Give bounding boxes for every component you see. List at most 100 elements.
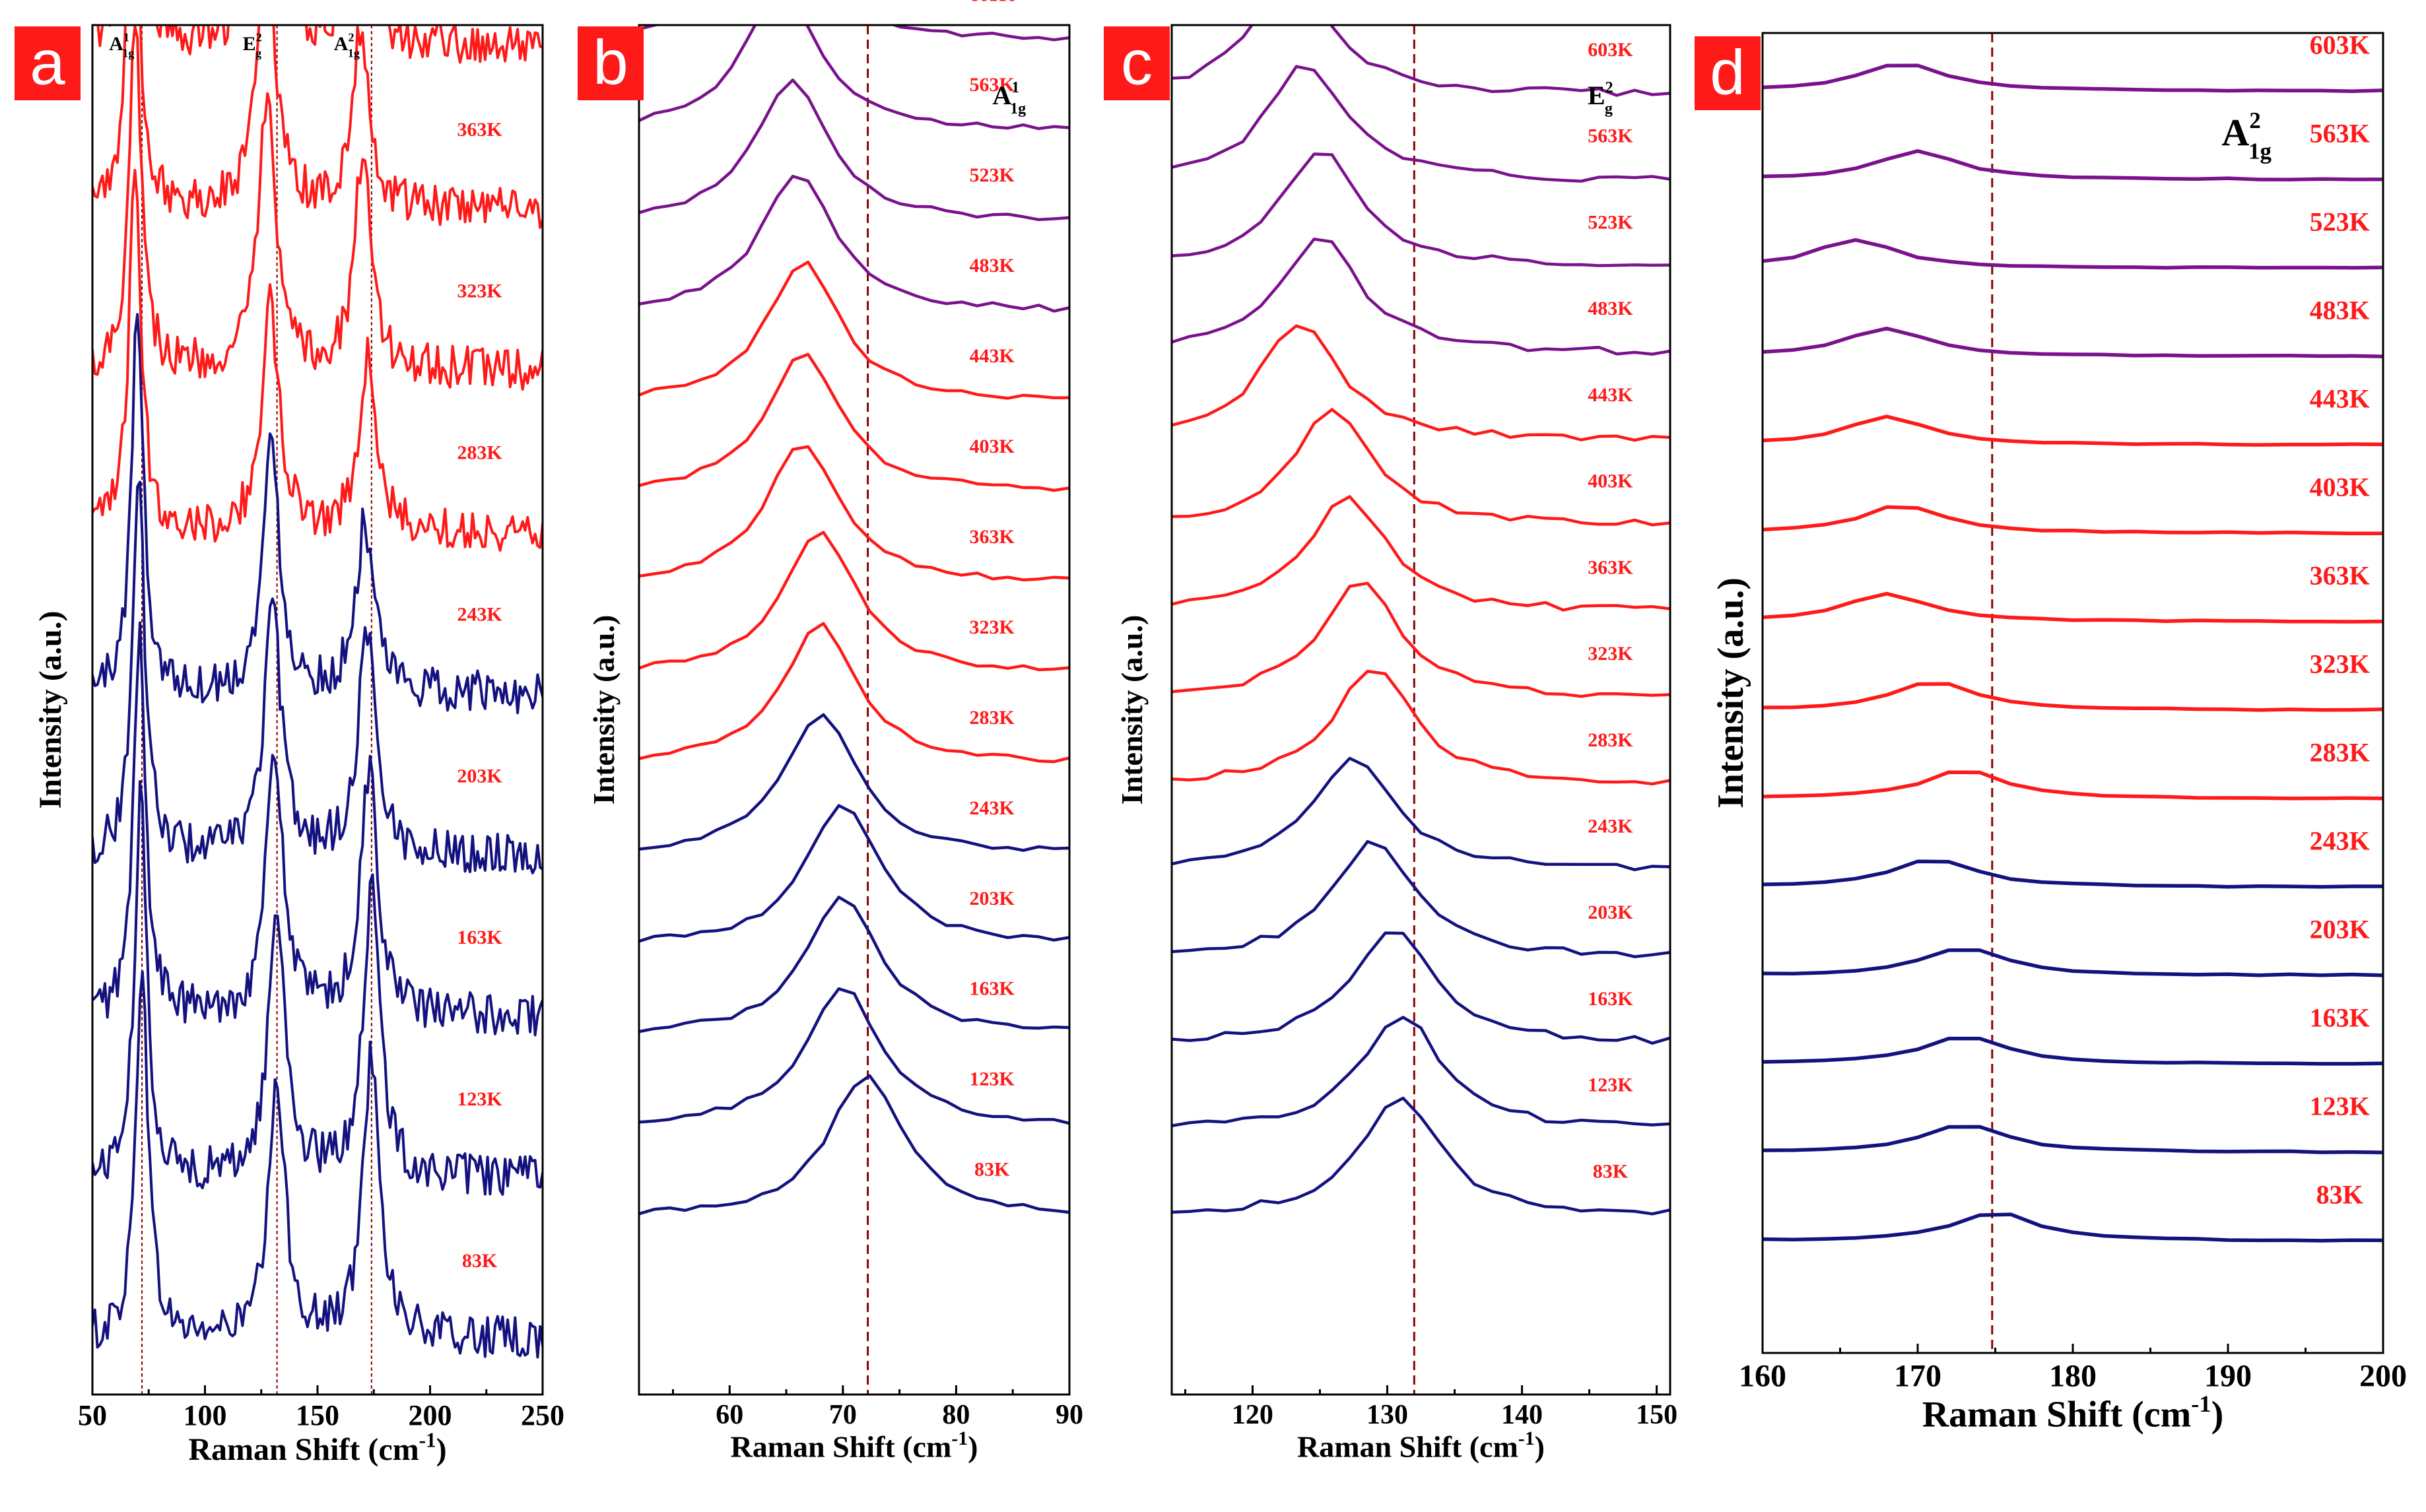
x-tick-label: 190 <box>2204 1358 2252 1393</box>
panel-b: 83K 123K 163K 203K 243K 283K 323K 363K 403K 443K 4… <box>578 0 1083 1464</box>
temperature-label-563K: 563K <box>969 74 1015 96</box>
temperature-label-483K: 483K <box>2310 296 2370 325</box>
temperature-label-163K: 163K <box>2310 1003 2370 1033</box>
spectrum-603K <box>639 25 1069 42</box>
temperature-label-203K: 203K <box>2310 915 2370 944</box>
x-tick-label: 100 <box>184 1399 227 1431</box>
temperature-label-203K: 203K <box>457 765 502 787</box>
panel-a: 83K123K163K203K243K283K323K363K403K443K4… <box>15 24 564 1467</box>
temperature-label-83K: 83K <box>462 1250 498 1272</box>
plot-frame <box>638 24 1071 1396</box>
spectra <box>639 25 1069 1216</box>
y-axis-label: Intensity (a.u.) <box>33 610 68 808</box>
x-tick-label: 70 <box>829 1400 857 1430</box>
spectrum-483K <box>639 174 1069 313</box>
temperature-label-323K: 323K <box>969 616 1015 638</box>
spectrum-603K <box>1763 63 2383 93</box>
spectrum-403K <box>96 25 543 64</box>
temperature-label-203K: 203K <box>1588 902 1633 923</box>
temperature-label-363K: 363K <box>969 526 1015 548</box>
peak-label-2: A2 1g <box>334 31 360 60</box>
x-tick-label: 140 <box>1501 1400 1543 1430</box>
temperature-label-603K: 603K <box>2310 30 2370 60</box>
temperature-label-243K: 243K <box>969 797 1015 819</box>
x-axis-label: Raman Shift (cm-1) <box>1297 1428 1545 1463</box>
spectrum-363K <box>1172 495 1670 612</box>
x-tick-label: 200 <box>409 1399 452 1431</box>
temperature-label-123K: 123K <box>969 1068 1015 1090</box>
plot-frame <box>91 24 544 1396</box>
plot-frame <box>1170 24 1671 1396</box>
x-tick-label: 180 <box>2049 1358 2097 1393</box>
spectrum-203K <box>1172 839 1670 958</box>
spectrum-283K <box>1172 669 1670 786</box>
spectrum-123K <box>1172 1016 1670 1128</box>
spectrum-443K <box>1172 324 1670 442</box>
spectra <box>1763 63 2383 1243</box>
temperature-label-243K: 243K <box>2310 826 2370 856</box>
peak-label-1: E2 g <box>243 31 262 60</box>
temperature-label-523K: 523K <box>2310 207 2370 237</box>
x-tick-label: 200 <box>2359 1358 2407 1393</box>
spectrum-523K <box>1172 152 1670 267</box>
spectrum-563K <box>1172 65 1670 183</box>
temperature-label-603K: 603K <box>969 0 1015 5</box>
temperature-label-443K: 443K <box>1588 384 1633 406</box>
panel-tag-d: d <box>1710 37 1745 108</box>
temperature-label-123K: 123K <box>2310 1092 2370 1121</box>
x-tick-label: 120 <box>1232 1400 1273 1430</box>
x-tick-label: 150 <box>1636 1400 1677 1430</box>
temperature-label-283K: 283K <box>969 707 1015 729</box>
spectra <box>1172 25 1670 1216</box>
temperature-label-163K: 163K <box>969 978 1015 1000</box>
temperature-label-203K: 203K <box>969 888 1015 909</box>
spectrum-443K <box>1763 414 2383 447</box>
spectrum-363K <box>1763 591 2383 624</box>
temperature-label-563K: 563K <box>2310 119 2370 148</box>
x-axis-label: Raman Shift (cm-1) <box>188 1429 446 1467</box>
temperature-label-523K: 523K <box>1588 211 1633 233</box>
spectrum-283K <box>92 168 543 552</box>
spectrum-203K <box>92 480 543 874</box>
peak-label-0: E2 g <box>1588 79 1613 117</box>
panel-tag-a: a <box>30 27 65 98</box>
x-tick-label: 60 <box>716 1400 743 1430</box>
temperature-label-483K: 483K <box>969 255 1015 277</box>
temperature-label-363K: 363K <box>2310 561 2370 591</box>
y-axis-label: Intensity (a.u.) <box>587 615 621 805</box>
x-tick-label: 170 <box>1894 1358 1941 1393</box>
temperature-label-403K: 403K <box>1588 471 1633 492</box>
temperature-label-243K: 243K <box>457 603 502 625</box>
spectrum-123K <box>1763 1125 2383 1154</box>
temperature-label-363K: 363K <box>1588 556 1633 578</box>
spectrum-203K <box>1763 948 2383 977</box>
x-tick-label: 250 <box>521 1399 564 1431</box>
peak-label-0: A2 1g <box>2221 108 2272 164</box>
temperature-label-603K: 603K <box>1588 39 1633 61</box>
x-axis-label: Raman Shift (cm-1) <box>731 1428 978 1463</box>
temperature-label-83K: 83K <box>974 1159 1010 1181</box>
spectrum-563K <box>1763 149 2383 181</box>
spectrum-163K <box>92 621 543 1037</box>
spectrum-323K <box>92 25 543 391</box>
temperature-label-523K: 523K <box>969 164 1015 186</box>
spectrum-243K <box>92 313 543 715</box>
y-axis-label: Intensity (a.u.) <box>1115 615 1149 805</box>
panel-d: 83K 123K 163K 203K 243K 283K 323K 363K 403K 443K 4… <box>1695 30 2407 1435</box>
x-axis-label: Raman Shift (cm-1) <box>1922 1391 2224 1435</box>
spectrum-203K <box>639 804 1069 943</box>
temperature-label-163K: 163K <box>1588 988 1633 1010</box>
spectrum-563K <box>639 25 1069 131</box>
spectrum-163K <box>1172 931 1670 1045</box>
x-tick-label: 160 <box>1739 1358 1786 1393</box>
temperature-label-283K: 283K <box>1588 729 1633 751</box>
spectrum-83K <box>639 1074 1069 1216</box>
spectrum-363K <box>639 445 1069 581</box>
spectrum-323K <box>1763 682 2383 712</box>
temperature-label-243K: 243K <box>1588 816 1633 838</box>
spectrum-83K <box>1172 1096 1670 1216</box>
spectrum-483K <box>1763 326 2383 358</box>
temperature-label-123K: 123K <box>457 1088 502 1110</box>
panel-tag-bg <box>1104 26 1170 100</box>
spectrum-403K <box>1763 505 2383 536</box>
